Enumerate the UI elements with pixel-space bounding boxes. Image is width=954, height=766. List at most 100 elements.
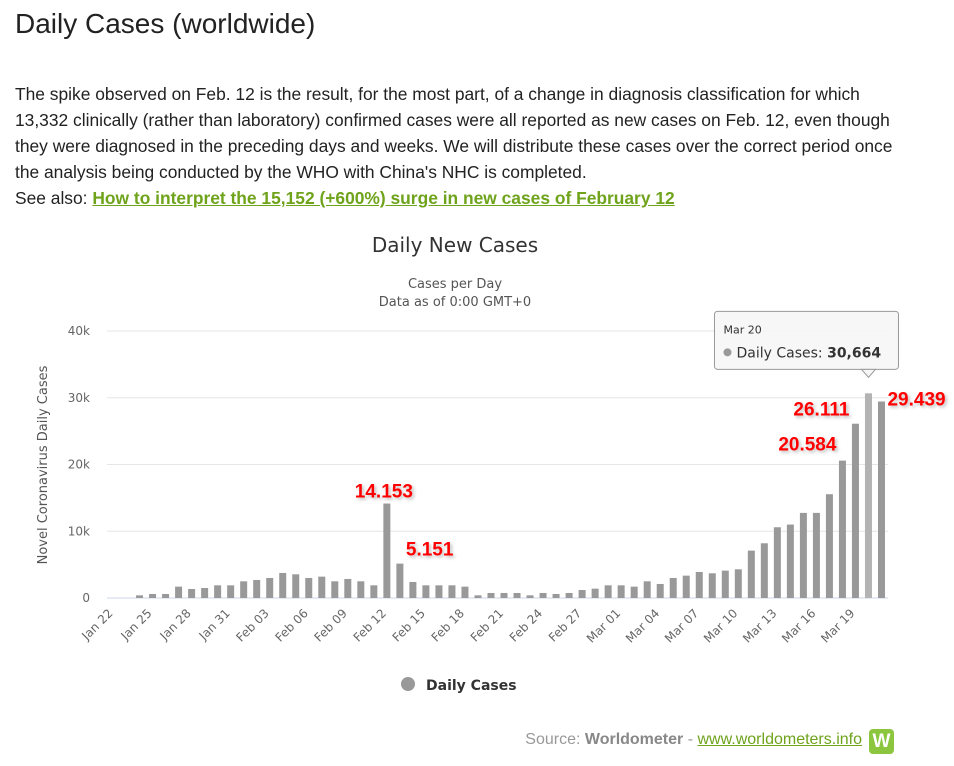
bar-feb-24[interactable] xyxy=(539,592,547,598)
bar-feb-07[interactable] xyxy=(318,576,326,598)
bar-mar-17[interactable] xyxy=(825,494,833,598)
tooltip: Mar 20 Daily Cases: 30,664 xyxy=(713,310,899,379)
bar-jan-25[interactable] xyxy=(149,593,157,598)
bar-mar-10[interactable] xyxy=(734,569,742,598)
x-tick-label: Feb 12 xyxy=(351,606,389,644)
bar-feb-18[interactable] xyxy=(461,586,469,598)
bar-feb-02[interactable] xyxy=(253,579,261,598)
x-tick-label: Feb 06 xyxy=(272,606,310,644)
x-tick-label: Mar 19 xyxy=(818,606,857,645)
x-tick-label: Feb 27 xyxy=(546,606,584,644)
bar-jan-26[interactable] xyxy=(162,593,170,598)
data-label: 20.584 xyxy=(778,435,837,456)
bar-feb-25[interactable] xyxy=(552,593,560,598)
bar-mar-06[interactable] xyxy=(682,575,690,598)
bar-jan-30[interactable] xyxy=(214,585,222,598)
bar-mar-20[interactable] xyxy=(864,393,872,598)
y-tick-label: 10k xyxy=(68,524,90,538)
chart-subtitle: Cases per Day xyxy=(408,277,502,292)
page-title: Daily Cases (worldwide) xyxy=(15,8,316,39)
bar-mar-13[interactable] xyxy=(773,527,781,598)
bar-mar-08[interactable] xyxy=(708,573,716,598)
y-tick-label: 40k xyxy=(68,324,90,338)
x-tick-label: Feb 24 xyxy=(507,606,545,644)
bar-feb-20[interactable] xyxy=(487,592,495,598)
data-label: 14.153 xyxy=(355,482,413,503)
y-axis-label: Novel Coronavirus Daily Cases xyxy=(36,365,51,564)
bar-mar-03[interactable] xyxy=(643,581,651,598)
bar-feb-05[interactable] xyxy=(292,574,300,598)
bar-feb-04[interactable] xyxy=(279,572,287,598)
description-text: The spike observed on Feb. 12 is the res… xyxy=(15,84,893,182)
bar-feb-06[interactable] xyxy=(305,577,313,598)
x-tick-label: Jan 31 xyxy=(196,606,233,643)
data-label: 5.151 xyxy=(406,540,454,561)
bar-feb-17[interactable] xyxy=(448,585,456,598)
bar-feb-28[interactable] xyxy=(591,588,599,598)
bar-mar-07[interactable] xyxy=(695,571,703,598)
worldometer-logo: W xyxy=(869,729,894,754)
legend[interactable]: Daily Cases xyxy=(401,677,517,694)
worldometers-link[interactable]: www.worldometers.info xyxy=(697,731,863,748)
bar-feb-16[interactable] xyxy=(435,585,443,598)
x-tick-label: Feb 18 xyxy=(429,606,467,644)
bar-jan-28[interactable] xyxy=(188,588,196,598)
bar-feb-14[interactable] xyxy=(409,581,417,598)
bar-mar-21[interactable] xyxy=(877,401,885,598)
bar-feb-15[interactable] xyxy=(422,585,430,598)
data-label: 26.111 xyxy=(793,400,849,421)
bar-feb-26[interactable] xyxy=(565,592,573,598)
chart-subtitle-date: Data as of 0:00 GMT+0 xyxy=(379,295,531,310)
x-tick-label: Mar 13 xyxy=(740,606,779,645)
bar-jan-31[interactable] xyxy=(227,585,235,598)
bar-mar-02[interactable] xyxy=(630,586,638,598)
x-tick-label: Feb 03 xyxy=(233,606,271,644)
bar-mar-19[interactable] xyxy=(851,423,859,598)
bar-jan-27[interactable] xyxy=(175,586,183,598)
source-label: Source: xyxy=(525,731,581,748)
bar-feb-09[interactable] xyxy=(344,578,352,598)
bar-feb-22[interactable] xyxy=(513,592,521,598)
see-also-label: See also: xyxy=(15,188,88,208)
bar-mar-12[interactable] xyxy=(760,543,768,598)
x-tick-label: Mar 07 xyxy=(662,606,701,645)
bar-mar-15[interactable] xyxy=(799,512,807,598)
bar-mar-09[interactable] xyxy=(721,570,729,598)
bar-feb-19[interactable] xyxy=(474,595,482,598)
bar-mar-04[interactable] xyxy=(656,583,664,598)
bar-mar-05[interactable] xyxy=(669,577,677,598)
chart-title: Daily New Cases xyxy=(372,233,538,257)
y-tick-label: 30k xyxy=(68,391,90,405)
bar-feb-23[interactable] xyxy=(526,595,534,598)
bar-feb-08[interactable] xyxy=(331,581,339,598)
bar-mar-18[interactable] xyxy=(838,460,846,598)
bar-mar-01[interactable] xyxy=(617,585,625,598)
tooltip-box xyxy=(713,310,899,370)
legend-item-daily-cases[interactable]: Daily Cases xyxy=(426,678,517,694)
x-tick-label: Jan 28 xyxy=(157,606,194,643)
tooltip-pointer xyxy=(860,368,877,379)
bar-feb-11[interactable] xyxy=(370,585,378,598)
x-tick-label: Feb 09 xyxy=(312,606,350,644)
bar-feb-12[interactable] xyxy=(383,503,391,598)
data-label: 29.439 xyxy=(887,389,945,410)
bar-feb-10[interactable] xyxy=(357,581,365,598)
x-tick-label: Mar 04 xyxy=(623,606,662,645)
bar-mar-11[interactable] xyxy=(747,550,755,598)
bar-feb-29[interactable] xyxy=(604,585,612,598)
surge-article-link[interactable]: How to interpret the 15,152 (+600%) surg… xyxy=(92,188,675,208)
bar-feb-01[interactable] xyxy=(240,581,248,598)
bar-jan-24[interactable] xyxy=(136,595,144,598)
tooltip-value: 30,664 xyxy=(827,345,881,361)
bar-mar-16[interactable] xyxy=(812,512,820,598)
source-separator: - xyxy=(687,731,694,748)
y-tick-label: 0 xyxy=(82,591,90,605)
bar-feb-03[interactable] xyxy=(266,577,274,598)
bar-jan-29[interactable] xyxy=(201,587,209,598)
bar-feb-13[interactable] xyxy=(396,563,404,598)
tooltip-date: Mar 20 xyxy=(723,323,761,336)
x-tick-label: Jan 22 xyxy=(78,606,115,643)
bar-mar-14[interactable] xyxy=(786,524,794,598)
bar-feb-21[interactable] xyxy=(500,592,508,598)
bar-feb-27[interactable] xyxy=(578,589,586,598)
